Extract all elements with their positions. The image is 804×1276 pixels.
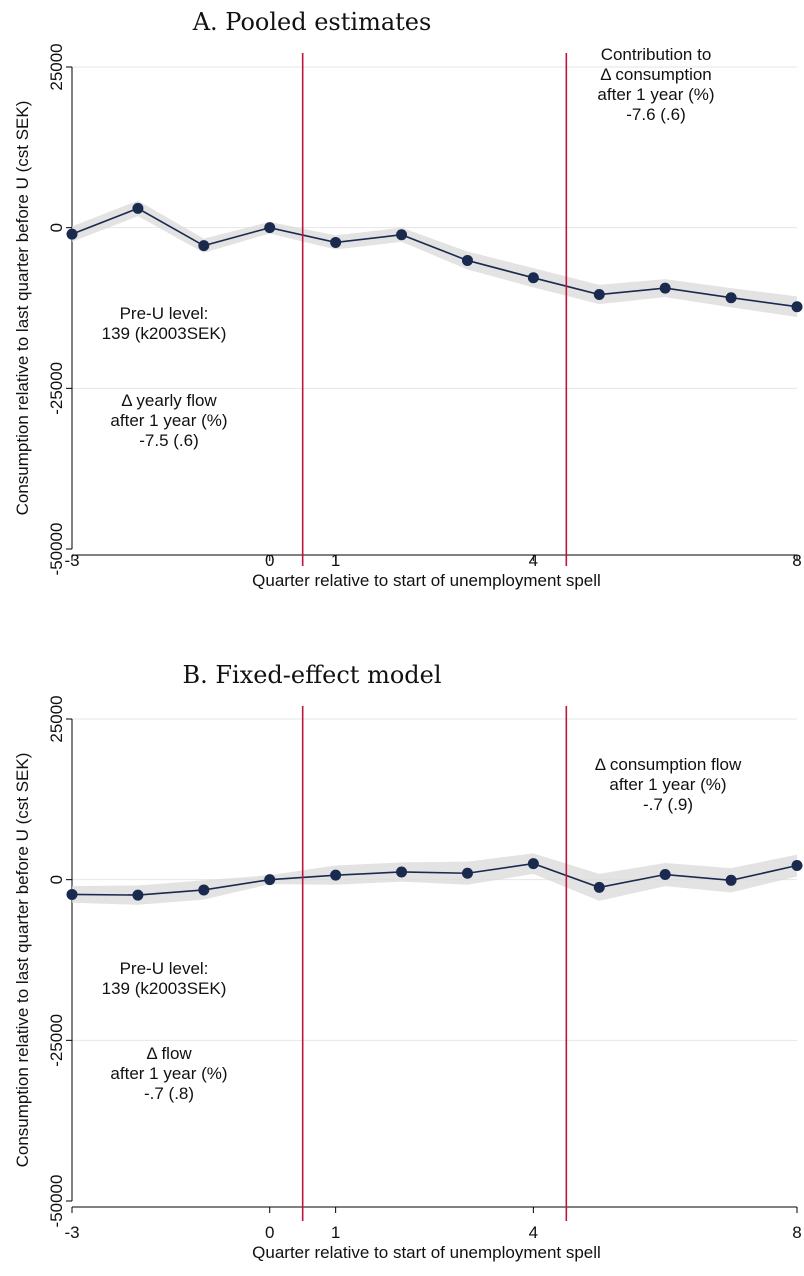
y-tick-label: 0 [47,875,66,884]
data-point [264,874,276,886]
data-point [593,289,605,301]
series-line [71,862,798,896]
y-axis-label: Consumption relative to last quarter bef… [13,101,32,516]
annotation-line: Δ flow [146,1044,192,1063]
data-point [791,860,803,872]
data-point [791,301,803,313]
data-point [132,889,144,901]
chart-title: B. Fixed-effect model [182,661,441,689]
annotation-line: Δ consumption flow [595,755,742,774]
y-tick-label: -25000 [47,362,66,415]
data-point [330,869,342,881]
data-point [659,282,671,294]
y-tick-label: 25000 [47,43,66,90]
data-point [396,229,408,241]
x-tick-label: 4 [529,1223,538,1242]
x-tick-label: 1 [331,1223,340,1242]
x-tick-label: 0 [265,1223,274,1242]
data-point [198,884,210,896]
y-axis-label: Consumption relative to last quarter bef… [13,753,32,1168]
confidence-band [72,200,797,317]
chart-panel-b: B. Fixed-effect model -50000 -25000 0 25000 C… [13,661,803,1262]
data-point [66,888,78,900]
annotation-line: Δ yearly flow [121,391,217,410]
data-point [725,292,737,304]
y-tick-label: -50000 [47,523,66,576]
annotation-line: -.7 (.9) [643,795,693,814]
annotation-line: Pre-U level: [120,959,209,978]
annotation-line: -.7 (.8) [144,1084,194,1103]
x-tick-label: -3 [64,551,79,570]
annotation-line: after 1 year (%) [609,775,726,794]
annotation-line: -7.6 (.6) [626,105,686,124]
data-point [659,869,671,881]
annotation-line: Δ consumption [600,65,712,84]
annotation-line: after 1 year (%) [110,1064,227,1083]
confidence-band [72,853,797,905]
data-point [132,202,144,214]
x-axis-label: Quarter relative to start of unemploymen… [252,571,601,590]
x-tick-label: 8 [792,1223,801,1242]
y-tick-label: 0 [47,223,66,232]
x-tick-label: 8 [792,551,801,570]
x-tick-label: -3 [64,1223,79,1242]
data-point [461,867,473,879]
x-axis-label: Quarter relative to start of unemploymen… [252,1243,601,1262]
annotation-line: -7.5 (.6) [139,431,199,450]
data-point [264,222,276,234]
data-point [593,881,605,893]
x-tick-label: 1 [331,551,340,570]
chart-title: A. Pooled estimates [192,8,432,36]
data-point [527,272,539,284]
x-tick-label: 0 [265,551,274,570]
data-point [396,866,408,878]
chart-panel-a: A. Pooled estimates -50000 -25000 0 25000 Con… [13,8,803,590]
y-tick-label: 25000 [47,695,66,742]
y-tick-label: -25000 [47,1014,66,1067]
annotation-line: after 1 year (%) [110,411,227,430]
y-tick-label: -50000 [47,1175,66,1228]
data-point [461,254,473,266]
annotation-line: 139 (k2003SEK) [102,979,227,998]
data-point [330,236,342,248]
data-point [725,874,737,886]
data-point [66,228,78,240]
data-point [527,858,539,870]
data-point [198,240,210,252]
annotation-line: after 1 year (%) [597,85,714,104]
annotation-line: 139 (k2003SEK) [102,324,227,343]
x-tick-label: 4 [529,551,538,570]
series-line [71,207,798,308]
annotation-line: Pre-U level: [120,304,209,323]
annotation-line: Contribution to [601,45,712,64]
